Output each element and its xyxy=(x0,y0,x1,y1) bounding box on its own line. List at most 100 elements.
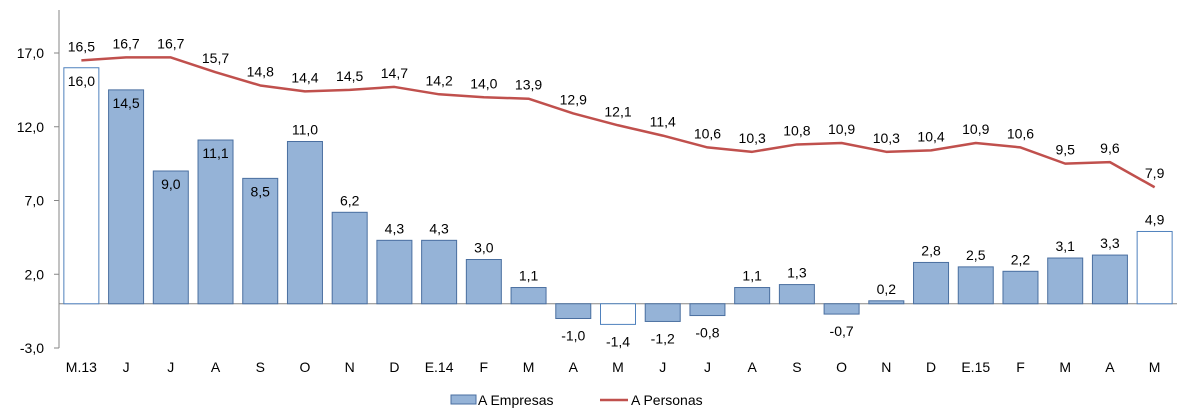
bar-empresas xyxy=(1002,270,1039,305)
bar-value-label: 3,0 xyxy=(474,240,494,256)
line-value-label: 11,4 xyxy=(650,114,676,130)
line-value-label: 12,1 xyxy=(604,103,631,119)
bar-value-label: 3,3 xyxy=(1100,235,1120,251)
bar-empresas xyxy=(1047,257,1084,305)
line-value-label: 10,6 xyxy=(1007,125,1034,141)
bar-empresas xyxy=(510,287,547,305)
bar-value-label: -1,4 xyxy=(606,333,630,349)
x-tick-label: E.15 xyxy=(961,359,990,375)
x-tick-label: M.13 xyxy=(66,359,97,375)
x-tick-label: J xyxy=(167,359,174,375)
line-value-label: 10,6 xyxy=(694,125,721,141)
bar-value-label: 4,9 xyxy=(1145,211,1165,227)
line-value-label: 14,5 xyxy=(336,68,363,84)
x-tick-label: N xyxy=(345,359,355,375)
line-value-label: 16,7 xyxy=(112,35,139,51)
x-tick-label: M xyxy=(1149,359,1161,375)
x-tick-label: M xyxy=(1059,359,1071,375)
x-tick-label: A xyxy=(1105,359,1115,375)
bar-empresas xyxy=(63,67,100,305)
x-tick-label: M xyxy=(523,359,535,375)
line-value-label: 10,9 xyxy=(828,121,855,137)
bar-empresas xyxy=(555,303,592,319)
y-tick-label: 12,0 xyxy=(17,119,44,135)
bar-value-label: 4,3 xyxy=(429,220,449,236)
bar-empresas xyxy=(600,303,636,325)
x-tick-label: D xyxy=(926,359,936,375)
bar-empresas xyxy=(197,139,234,305)
bar-value-label: -1,0 xyxy=(561,328,585,344)
x-tick-label: F xyxy=(480,359,489,375)
bar-empresas xyxy=(689,303,726,317)
x-tick-label: J xyxy=(123,359,130,375)
y-tick-label: 7,0 xyxy=(25,193,45,209)
bar-empresas xyxy=(1136,230,1173,305)
y-tick-label: 17,0 xyxy=(17,45,44,61)
bar-empresas xyxy=(152,170,189,305)
bar-empresas xyxy=(957,266,994,305)
bar-empresas xyxy=(778,284,815,305)
bar-series-empresas xyxy=(63,67,1173,325)
bar-value-label: 8,5 xyxy=(251,183,271,199)
x-tick-label: S xyxy=(256,359,265,375)
line-value-label: 10,3 xyxy=(873,130,900,146)
bar-empresas xyxy=(868,300,905,305)
line-value-label: 10,3 xyxy=(739,130,766,146)
bar-value-label: -0,8 xyxy=(695,325,719,341)
line-value-label: 14,2 xyxy=(425,72,452,88)
bar-value-label: -0,7 xyxy=(830,323,854,339)
line-value-label: 10,4 xyxy=(917,128,944,144)
line-value-label: 13,9 xyxy=(515,77,542,93)
x-tick-label: E.14 xyxy=(425,359,454,375)
bar-empresas xyxy=(331,211,368,305)
legend-swatch-empresas xyxy=(450,394,477,405)
bar-empresas xyxy=(421,239,458,305)
bar-value-label: 0,2 xyxy=(877,281,897,297)
bar-value-label: 3,1 xyxy=(1055,238,1075,254)
legend-label-empresas: A Empresas xyxy=(478,392,553,408)
bar-value-label: 2,8 xyxy=(921,242,941,258)
line-value-label: 14,0 xyxy=(470,75,497,91)
bar-empresas xyxy=(734,287,771,305)
bar-value-label: 11,1 xyxy=(202,145,228,161)
line-value-label: 9,6 xyxy=(1100,140,1120,156)
bar-value-label: 9,0 xyxy=(161,176,181,192)
bar-value-label: 11,0 xyxy=(292,122,318,138)
bar-empresas xyxy=(465,259,502,305)
x-tick-label: F xyxy=(1016,359,1025,375)
y-tick-label: -3,0 xyxy=(20,340,44,356)
bar-empresas xyxy=(1091,254,1128,305)
bar-value-label: 4,3 xyxy=(385,220,405,236)
data-labels: 16,0 14,5 9,0 11,1 8,5 11,0 6,2 4,3 4,3 3,0 1,1 -1,… xyxy=(68,35,1165,349)
line-value-label: 10,8 xyxy=(783,122,810,138)
line-value-label: 9,5 xyxy=(1055,142,1075,158)
legend-label-personas: A Personas xyxy=(631,392,703,408)
bar-value-label: 16,0 xyxy=(68,73,95,89)
x-tick-label: A xyxy=(747,359,757,375)
line-value-label: 7,9 xyxy=(1145,165,1165,181)
bar-empresas xyxy=(913,261,950,305)
x-tick-label: N xyxy=(881,359,891,375)
x-tick-label: M xyxy=(612,359,624,375)
bar-value-label: 1,1 xyxy=(519,268,539,284)
bar-value-label: 14,5 xyxy=(112,95,139,111)
x-tick-label: O xyxy=(836,359,847,375)
line-value-label: 14,4 xyxy=(291,69,318,85)
bar-empresas xyxy=(286,141,323,305)
x-tick-label: O xyxy=(300,359,311,375)
line-value-label: 16,7 xyxy=(157,35,184,51)
x-tick-label: A xyxy=(569,359,579,375)
bar-empresas xyxy=(242,177,279,305)
bar-value-label: 6,2 xyxy=(340,192,360,208)
x-tick-label: S xyxy=(792,359,801,375)
bar-value-label: -1,2 xyxy=(651,330,675,346)
line-value-label: 14,7 xyxy=(381,65,408,81)
x-tick-label: J xyxy=(659,359,666,375)
bar-value-label: 2,5 xyxy=(966,247,986,263)
bar-value-label: 1,3 xyxy=(787,265,807,281)
bar-value-label: 1,1 xyxy=(742,268,762,284)
line-value-label: 15,7 xyxy=(202,50,229,66)
bar-value-label: 2,2 xyxy=(1011,251,1031,267)
